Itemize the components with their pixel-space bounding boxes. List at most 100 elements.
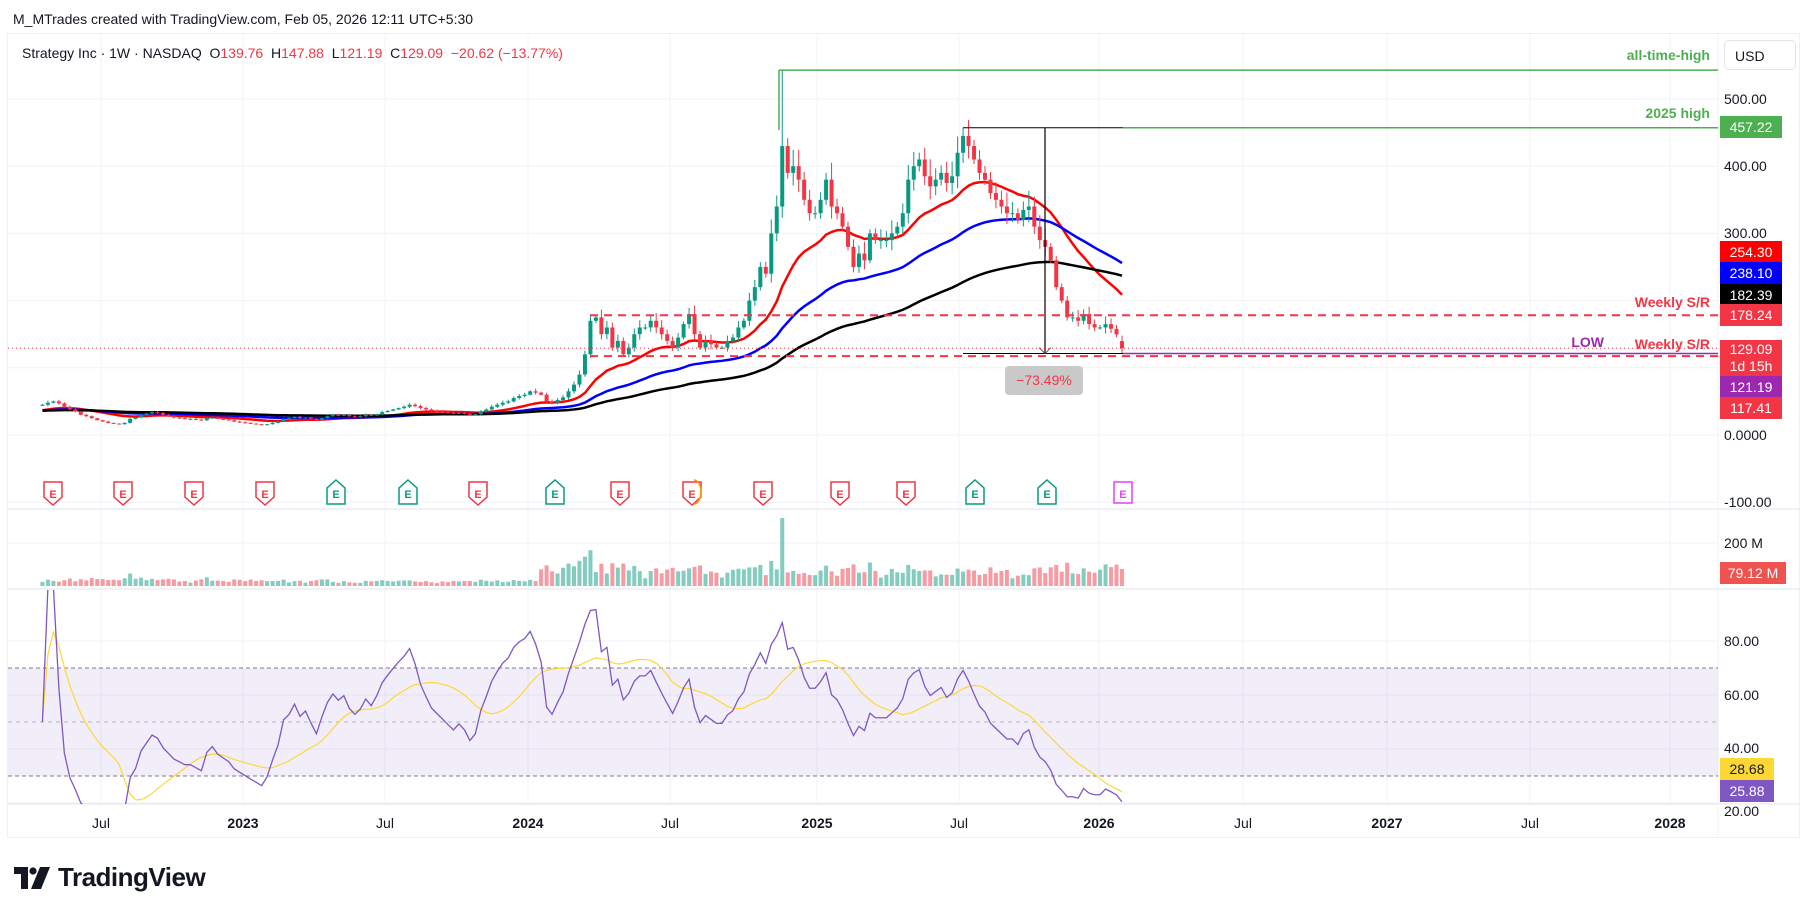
candle-body <box>802 179 807 200</box>
volume-bar <box>451 580 456 586</box>
high-2025-label: 2025 high <box>1645 105 1710 121</box>
volume-bar <box>665 569 670 586</box>
candle-body <box>237 421 242 423</box>
earnings-shape <box>255 481 275 507</box>
earnings-up-icon[interactable]: E <box>545 478 565 505</box>
earnings-down-icon[interactable]: E <box>43 481 63 507</box>
volume-bar <box>199 579 204 586</box>
volume-bar <box>840 568 845 586</box>
candle-body <box>566 391 571 398</box>
earnings-down-icon[interactable]: E <box>255 481 275 507</box>
candle-body <box>895 226 900 234</box>
rsi-tick-label: 80.00 <box>1724 633 1760 649</box>
earnings-down-icon[interactable]: E <box>682 479 702 507</box>
candle-body <box>402 406 407 409</box>
symbol-title[interactable]: Strategy Inc · 1W · NASDAQ <box>22 45 202 61</box>
volume-bar <box>856 572 861 586</box>
candle-body <box>182 418 187 420</box>
candle-body <box>884 240 889 242</box>
candle-body <box>287 418 292 420</box>
volume-bar <box>719 577 724 586</box>
earnings-down-icon[interactable]: E <box>468 481 488 507</box>
earnings-up-icon[interactable]: E <box>398 478 418 505</box>
earnings-down-icon[interactable]: E <box>896 481 916 507</box>
candle-body <box>451 412 456 414</box>
earnings-letter: E <box>190 489 197 501</box>
volume-bar <box>730 569 735 586</box>
volume-bar <box>692 566 697 586</box>
candle-body <box>325 416 330 419</box>
time-tick-label: 2023 <box>227 815 259 831</box>
candle-body <box>150 412 155 414</box>
candle-body <box>445 412 450 414</box>
candle-body <box>89 416 94 419</box>
earnings-shape <box>830 481 850 507</box>
earnings-shape <box>113 481 133 507</box>
volume-bar <box>429 582 434 586</box>
earnings-shape <box>43 481 63 507</box>
volume-bar <box>1043 573 1048 586</box>
candle-body <box>171 416 176 418</box>
volume-bar <box>1037 567 1042 586</box>
earnings-down-icon[interactable]: E <box>113 481 133 507</box>
volume-bar <box>922 570 927 586</box>
earnings-down-icon[interactable]: E <box>184 481 204 507</box>
volume-bar <box>829 571 834 586</box>
earnings-future-icon[interactable]: E <box>1113 481 1133 504</box>
currency-button[interactable]: USD <box>1724 40 1796 70</box>
candle-body <box>922 159 927 177</box>
candle-body <box>117 423 122 425</box>
price-label: 182.39 <box>1720 284 1782 306</box>
volume-bar <box>122 578 127 586</box>
earnings-up-icon[interactable]: E <box>965 478 985 505</box>
candle-body <box>440 411 445 413</box>
candle-body <box>155 412 160 414</box>
candle-body <box>429 409 434 411</box>
candle-body <box>78 411 83 415</box>
price-tick-label: 400.00 <box>1724 158 1767 175</box>
volume-bar <box>413 581 418 586</box>
earnings-down-icon[interactable]: E <box>753 481 773 507</box>
volume-bar <box>319 579 324 586</box>
candle-body <box>840 213 845 227</box>
volume-bar <box>917 570 922 586</box>
candle-body <box>615 340 620 348</box>
rsi-tick-label: 60.00 <box>1724 687 1760 703</box>
volume-bar <box>835 575 840 586</box>
candle-body <box>319 418 324 421</box>
candle-body <box>900 213 905 227</box>
volume-bar <box>171 579 176 586</box>
volume-bar <box>226 581 231 586</box>
earnings-letter: E <box>1119 489 1126 501</box>
volume-bar <box>232 579 237 586</box>
volume-bar <box>961 571 966 586</box>
volume-bar <box>467 581 472 586</box>
earnings-up-icon[interactable]: E <box>1037 478 1057 505</box>
candle-body <box>878 240 883 242</box>
candle-body <box>856 253 861 267</box>
time-tick-label: Jul <box>1521 815 1539 831</box>
volume-bar <box>1032 568 1037 586</box>
earnings-down-icon[interactable]: E <box>830 481 850 507</box>
change-value: −20.62 (−13.77%) <box>450 45 563 61</box>
rsi-line <box>41 590 1123 804</box>
moving-averages <box>42 180 1123 423</box>
volume-bar <box>539 569 544 586</box>
earnings-up-icon[interactable]: E <box>326 478 346 505</box>
volume-bar <box>928 570 933 586</box>
weekly-sr-label: Weekly S/R <box>1634 336 1710 352</box>
volume-bar <box>462 580 467 586</box>
earnings-letter: E <box>119 489 126 501</box>
earnings-down-icon[interactable]: E <box>610 481 630 507</box>
candle-body <box>478 411 483 415</box>
candle-body <box>308 417 313 419</box>
candle-body <box>500 402 505 405</box>
candle-body <box>495 404 500 407</box>
candle-body <box>791 166 796 173</box>
volume-bar <box>303 582 308 586</box>
candle-body <box>1076 317 1081 321</box>
volume-bar <box>281 579 286 586</box>
volume-bar <box>802 573 807 586</box>
earnings-highlight <box>693 479 702 505</box>
